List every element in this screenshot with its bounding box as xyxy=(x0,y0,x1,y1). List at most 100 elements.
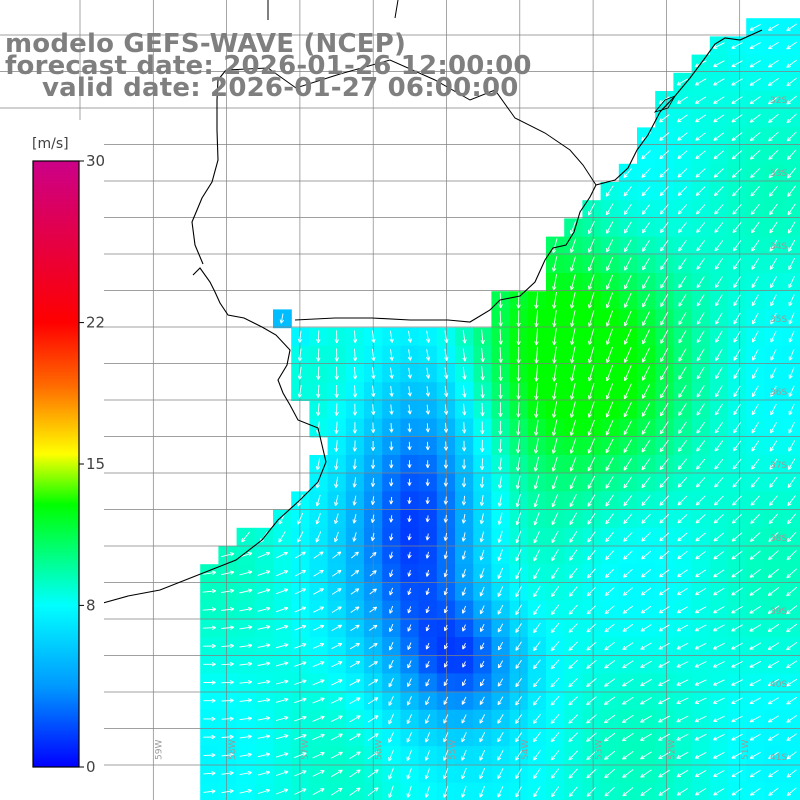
wind-arrow xyxy=(389,441,394,451)
colorbar: [m/s] 30 22 15 8 0 xyxy=(0,120,105,800)
wind-arrow xyxy=(731,96,743,105)
wind-arrow xyxy=(551,530,559,544)
wind-arrow xyxy=(426,330,431,343)
wind-arrow xyxy=(768,751,779,760)
wind-arrow xyxy=(676,78,689,86)
wind-arrow xyxy=(788,257,796,271)
wind-arrow xyxy=(480,366,485,381)
wind-arrow xyxy=(515,714,523,724)
lon-label: 55W xyxy=(448,740,458,760)
wind-arrow xyxy=(715,367,723,380)
wind-arrow xyxy=(220,588,235,594)
wind-arrow xyxy=(788,403,795,416)
wind-arrow xyxy=(275,734,289,740)
wind-arrow xyxy=(604,641,615,651)
wind-arrow xyxy=(257,752,271,758)
wind-arrow xyxy=(497,494,503,507)
wind-arrow xyxy=(587,203,595,216)
wind-arrow xyxy=(407,441,412,451)
wind-arrow xyxy=(714,458,724,470)
wind-arrow xyxy=(552,310,557,328)
wind-arrow xyxy=(257,588,271,594)
wind-arrow xyxy=(606,239,614,253)
wind-arrow xyxy=(568,714,579,724)
wind-arrow xyxy=(677,132,688,141)
wind-arrow xyxy=(349,751,361,760)
wind-arrow xyxy=(658,606,670,614)
wind-arrow xyxy=(695,550,706,560)
wind-arrow xyxy=(352,532,357,542)
wind-arrow xyxy=(461,785,467,798)
wind-arrow xyxy=(294,788,307,795)
wind-arrow xyxy=(443,496,448,505)
wind-arrow xyxy=(713,770,725,778)
wind-arrow xyxy=(332,569,342,577)
wind-arrow xyxy=(315,458,321,471)
wind-arrow xyxy=(714,403,723,416)
wind-arrow xyxy=(678,330,687,344)
wind-arrow xyxy=(714,477,724,488)
wind-arrow xyxy=(316,384,321,398)
wind-arrow xyxy=(606,221,614,234)
wind-arrow xyxy=(334,513,339,525)
wind-arrow xyxy=(733,330,741,343)
lat-label: 38S xyxy=(770,534,787,544)
wind-arrow xyxy=(786,113,797,124)
wind-arrow xyxy=(786,787,797,797)
wind-arrow xyxy=(569,475,577,490)
wind-arrow xyxy=(352,403,358,416)
wind-arrow xyxy=(696,312,705,325)
wind-arrow xyxy=(312,661,325,668)
wind-arrow xyxy=(221,752,234,758)
wind-arrow xyxy=(534,419,539,436)
wind-arrow xyxy=(714,222,724,233)
wind-arrow xyxy=(552,292,557,309)
wind-arrow xyxy=(497,567,504,580)
wind-arrow xyxy=(312,715,325,722)
wind-arrow xyxy=(533,622,541,634)
wind-arrow xyxy=(550,641,560,652)
wind-arrow xyxy=(732,440,742,452)
wind-arrow xyxy=(768,131,779,142)
wind-arrow xyxy=(368,661,378,668)
wind-arrow xyxy=(659,532,670,542)
wind-arrow xyxy=(788,349,795,361)
wind-arrow xyxy=(534,364,539,382)
wind-arrow xyxy=(660,347,669,363)
wind-arrow xyxy=(203,662,216,667)
wind-arrow xyxy=(407,624,412,632)
wind-arrow xyxy=(676,587,688,596)
wind-arrow xyxy=(769,239,778,252)
wind-arrow xyxy=(257,551,271,558)
wind-arrow xyxy=(588,346,595,364)
wind-arrow xyxy=(462,385,467,398)
wind-arrow xyxy=(641,495,651,506)
wind-arrow xyxy=(587,438,595,454)
wind-arrow xyxy=(551,512,559,526)
wind-arrow xyxy=(586,623,597,633)
wind-arrow xyxy=(660,240,669,252)
wind-arrow xyxy=(515,585,522,598)
wind-arrow xyxy=(349,733,361,741)
wind-arrow xyxy=(257,625,271,630)
wind-arrow xyxy=(604,605,615,615)
wind-arrow xyxy=(369,551,377,559)
wind-arrow xyxy=(696,348,705,362)
wind-arrow xyxy=(605,383,614,400)
wind-arrow xyxy=(767,568,779,579)
wind-arrow xyxy=(641,402,651,417)
wind-arrow xyxy=(658,587,670,596)
wind-arrow xyxy=(443,478,448,487)
wind-arrow xyxy=(768,149,779,160)
wind-arrow xyxy=(352,385,358,398)
wind-arrow xyxy=(642,347,651,363)
wind-arrow xyxy=(641,532,651,542)
wind-arrow xyxy=(623,383,632,400)
wind-arrow xyxy=(604,768,615,779)
wind-arrow xyxy=(696,258,705,270)
wind-arrow xyxy=(461,750,467,761)
wind-arrow xyxy=(551,438,558,454)
wind-arrow xyxy=(349,769,361,778)
wind-arrow xyxy=(462,642,467,650)
wind-arrow xyxy=(568,786,578,798)
